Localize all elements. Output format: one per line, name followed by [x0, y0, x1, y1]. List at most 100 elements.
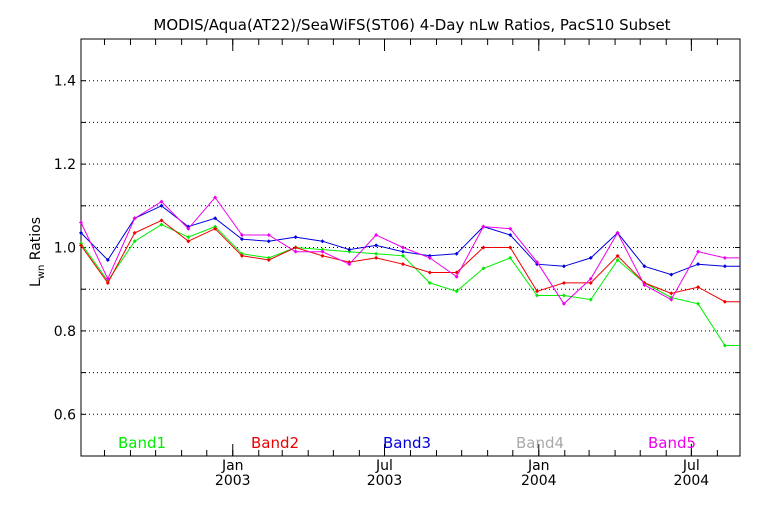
band1-point [696, 301, 701, 306]
x-tick-month: Jul [682, 458, 700, 474]
band1-point [159, 222, 164, 227]
band2-point [400, 262, 405, 267]
band2-point [105, 280, 110, 285]
band5-point [535, 260, 540, 265]
band2-point [293, 245, 298, 250]
x-tick-month: Jul [375, 458, 393, 474]
band5-point [347, 262, 352, 267]
band2-point [427, 270, 432, 275]
legend-band4: Band4 [516, 434, 564, 452]
band3-point [588, 255, 593, 260]
band2-point [669, 291, 674, 296]
band2-line [80, 219, 740, 303]
band1-point [186, 235, 191, 240]
band2-point [132, 230, 137, 235]
band2-point [696, 285, 701, 290]
band3-point [293, 235, 298, 240]
y-tick-label: 1.0 [54, 241, 76, 257]
band1-point [615, 258, 620, 263]
band5-point [400, 245, 405, 250]
legend-band3: Band3 [383, 434, 431, 452]
band1-point [132, 239, 137, 244]
band3-point [79, 230, 83, 235]
band1-point [347, 249, 352, 254]
y-tick-label: 1.2 [54, 157, 76, 173]
band3-point [508, 232, 513, 237]
band5-point [669, 297, 674, 302]
band5-point [588, 276, 593, 281]
band3-point [454, 251, 459, 256]
band5-point [696, 249, 701, 254]
legend: Band1 Band2 Band3 Band4 Band5 [118, 434, 696, 452]
band2-point [508, 245, 513, 250]
band5-point [159, 199, 164, 204]
band2-point [535, 289, 540, 294]
band5-point [293, 249, 298, 254]
band3-point [400, 249, 405, 254]
band1-point [561, 293, 566, 298]
legend-band1: Band1 [118, 434, 166, 452]
band1-point [481, 266, 486, 271]
band1-point [427, 280, 432, 285]
band2-point [266, 258, 271, 263]
band5-line [80, 196, 740, 305]
band3-point [722, 264, 727, 269]
band1-point [722, 343, 727, 348]
band5-point [374, 232, 379, 237]
band5-point [481, 224, 486, 229]
band2-point [79, 243, 83, 248]
band5-point [508, 226, 513, 231]
band3-point [159, 203, 164, 208]
y-tick-label: 0.6 [54, 407, 76, 423]
legend-band5: Band5 [648, 434, 696, 452]
band1-point [400, 253, 405, 258]
band1-point [374, 251, 379, 256]
y-tick-label: 0.8 [54, 324, 76, 340]
band5-point [615, 230, 620, 235]
band2-point [588, 280, 593, 285]
x-tick-year: 2003 [367, 473, 403, 489]
band3-point [696, 262, 701, 267]
band1-point [508, 255, 513, 260]
band5-point [266, 232, 271, 237]
band2-point [481, 245, 486, 250]
band3-point [561, 264, 566, 269]
band1-line [80, 224, 740, 346]
band1-point [535, 293, 540, 298]
chart-title: MODIS/Aqua(AT22)/SeaWiFS(ST06) 4-Day nLw… [153, 16, 670, 34]
band5-point [105, 276, 110, 281]
band5-point [186, 226, 191, 231]
band5-point [79, 220, 83, 225]
band2-point [239, 253, 244, 258]
band5-point [320, 249, 325, 254]
y-axis: 0.6 0.8 1.0 1.2 1.4 [54, 74, 740, 423]
band1-point [79, 241, 83, 246]
band1-point [320, 247, 325, 252]
band5-point [642, 283, 647, 288]
band5-point [239, 232, 244, 237]
band2-point [186, 239, 191, 244]
y-axis-label: Lwn Ratios [28, 217, 47, 287]
x-tick-year: 2004 [521, 473, 557, 489]
band5-point [213, 195, 218, 200]
band3-point [266, 239, 271, 244]
y-axis-label-main: L [28, 279, 44, 287]
band3-point [320, 239, 325, 244]
band3-point [239, 237, 244, 242]
band5-point [722, 255, 727, 260]
band2-point [454, 270, 459, 275]
band5-point [454, 274, 459, 279]
band1-point [588, 297, 593, 302]
band3-point [669, 272, 674, 277]
band5-point [132, 216, 137, 221]
band2-point [722, 299, 727, 304]
band3-point [347, 247, 352, 252]
band2-point [561, 280, 566, 285]
band2-point [615, 253, 620, 258]
band5-point [561, 301, 566, 306]
y-axis-label-rest: Ratios [28, 217, 44, 265]
band3-line [80, 205, 740, 276]
band3-point [374, 243, 379, 248]
